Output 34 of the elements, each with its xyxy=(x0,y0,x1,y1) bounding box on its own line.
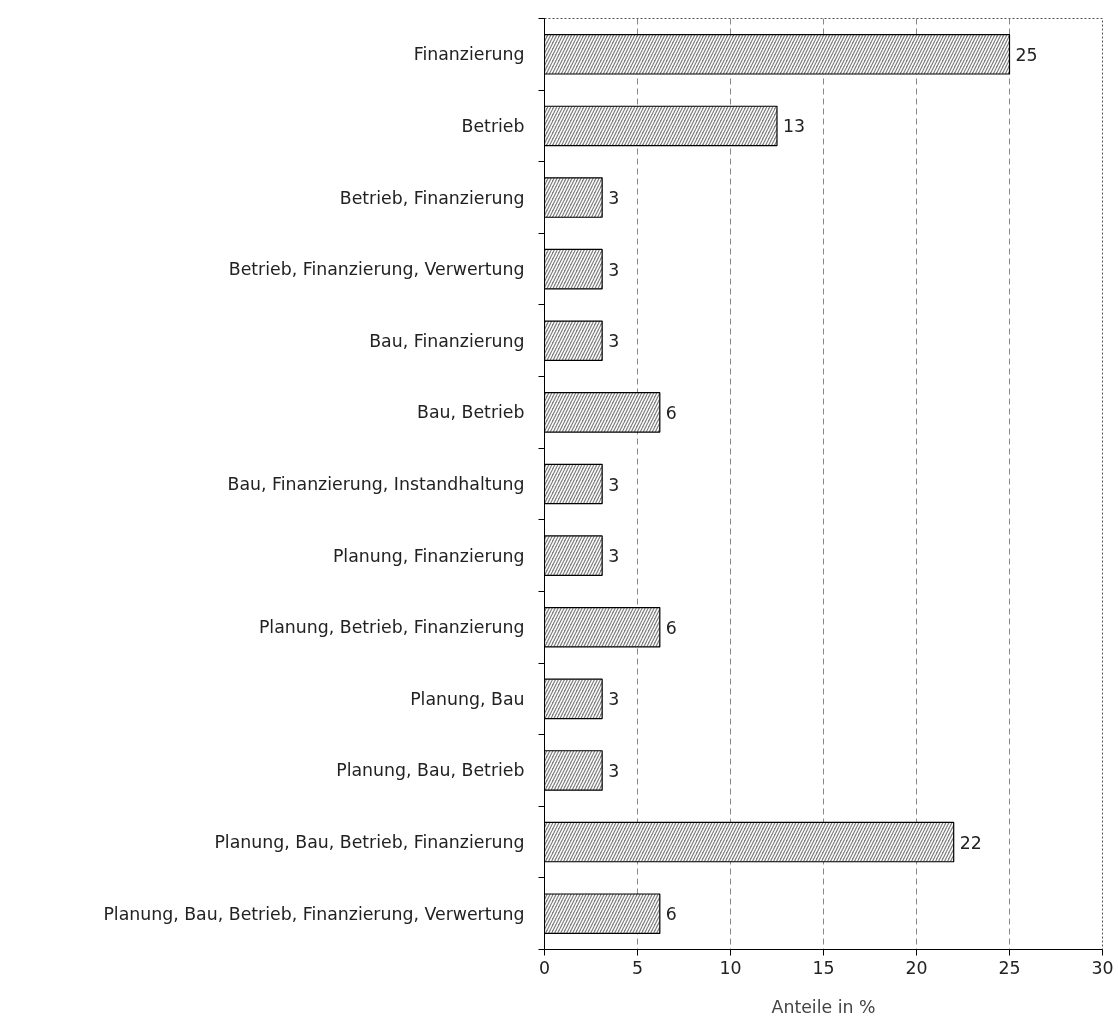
x-tick-label: 5 xyxy=(631,957,644,978)
y-tick-label: Betrieb xyxy=(461,115,525,136)
y-tick-label: Bau, Finanzierung xyxy=(369,330,525,351)
x-tick-label: 20 xyxy=(905,957,928,978)
data-label: 3 xyxy=(608,760,620,781)
y-tick-label: Planung, Finanzierung xyxy=(332,545,525,566)
y-tick-label: Planung, Bau, Betrieb, Finanzierung xyxy=(214,832,525,853)
x-tick-label: 10 xyxy=(719,957,742,978)
data-label: 3 xyxy=(608,474,620,495)
data-label: 3 xyxy=(608,259,620,280)
x-tick-label: 25 xyxy=(998,957,1021,978)
y-tick-label: Finanzierung xyxy=(413,44,525,65)
data-label: 3 xyxy=(608,331,620,352)
y-tick-label: Planung, Betrieb, Finanzierung xyxy=(258,617,525,638)
data-label: 13 xyxy=(783,116,806,137)
y-tick-label: Betrieb, Finanzierung, Verwertung xyxy=(228,259,525,280)
data-label: 6 xyxy=(665,402,677,423)
x-tick-label: 15 xyxy=(812,957,835,978)
y-tick-label: Planung, Bau xyxy=(410,688,525,709)
y-tick-label: Bau, Finanzierung, Instandhaltung xyxy=(227,474,525,494)
data-label: 3 xyxy=(608,689,620,710)
y-tick-label: Planung, Bau, Betrieb xyxy=(336,760,525,781)
data-label: 6 xyxy=(665,904,677,925)
data-label: 3 xyxy=(608,188,620,209)
y-tick-label: Betrieb, Finanzierung xyxy=(339,187,525,208)
data-label: 25 xyxy=(1015,44,1038,65)
x-tick-label: 30 xyxy=(1091,957,1114,978)
x-axis-title: Anteile in % xyxy=(771,996,876,1017)
data-label: 3 xyxy=(608,546,620,567)
data-label: 22 xyxy=(959,832,982,853)
x-tick-label: 0 xyxy=(538,957,551,978)
y-tick-label: Bau, Betrieb xyxy=(417,402,525,423)
data-label: 6 xyxy=(665,617,677,638)
y-tick-label: Planung, Bau, Betrieb, Finanzierung, Verwertung xyxy=(103,903,525,924)
